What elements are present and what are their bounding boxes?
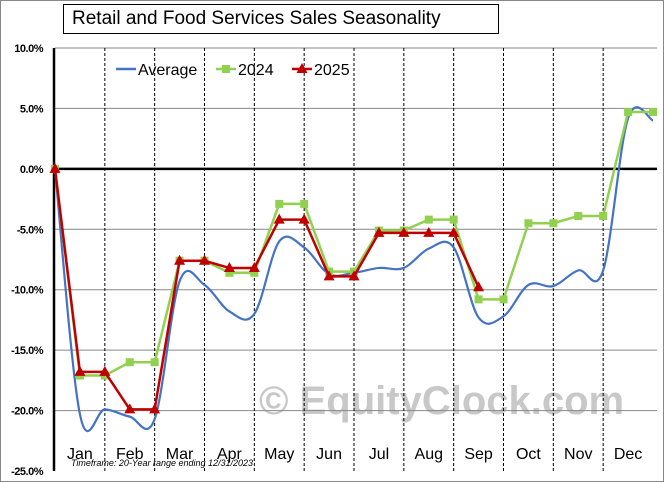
- y-tick-label: -5.0%: [17, 224, 44, 236]
- data-point-2025: [423, 226, 435, 237]
- data-point-2024: [300, 199, 309, 208]
- x-tick-label: Sep: [464, 446, 493, 463]
- footnote: Timeframe: 20-Year range ending 12/31/20…: [71, 458, 253, 468]
- data-point-2025: [223, 261, 235, 272]
- y-tick-label: -25.0%: [11, 466, 44, 478]
- data-point-2025: [398, 226, 410, 237]
- data-point-2024: [549, 219, 558, 228]
- y-tick-label: -15.0%: [11, 345, 44, 357]
- data-point-2025: [298, 213, 310, 224]
- data-point-2025: [448, 226, 460, 237]
- data-point-2025: [199, 254, 210, 265]
- data-point-2024: [649, 108, 657, 117]
- x-tick-label: Mar: [166, 446, 194, 463]
- data-point-2025: [49, 162, 61, 173]
- data-point-2024: [574, 211, 583, 220]
- data-point-2025: [373, 226, 385, 237]
- chart-title: Retail and Food Services Sales Seasonali…: [63, 4, 499, 34]
- data-point-2024: [499, 295, 508, 304]
- data-point-2024: [524, 219, 533, 228]
- data-point-2024: [125, 358, 134, 367]
- data-point-2025: [323, 270, 335, 281]
- x-tick-label: Oct: [516, 446, 541, 463]
- legend-marker: [222, 65, 230, 73]
- data-point-2025: [273, 213, 285, 224]
- legend-label: Average: [138, 62, 197, 79]
- data-point-2025: [99, 365, 111, 376]
- legend-label: 2024: [238, 62, 274, 79]
- x-tick-label: Feb: [116, 446, 144, 463]
- y-tick-label: 0.0%: [20, 164, 44, 176]
- x-tick-label: Nov: [564, 446, 592, 463]
- y-tick-label: 5.0%: [20, 103, 44, 115]
- data-point-2025: [174, 254, 186, 265]
- x-tick-label: Aug: [415, 446, 443, 463]
- x-tick-label: Dec: [614, 446, 642, 463]
- x-tick-label: Jul: [369, 446, 389, 463]
- data-point-2024: [250, 268, 259, 277]
- data-point-2024: [225, 268, 234, 277]
- series-line-2025: [53, 168, 480, 411]
- data-point-2025: [248, 261, 260, 272]
- data-point-2024: [150, 358, 159, 367]
- x-tick-label: Apr: [217, 446, 243, 463]
- data-point-2025: [74, 365, 86, 376]
- data-point-2025: [348, 270, 360, 281]
- legend-marker: [296, 63, 308, 73]
- data-point-2025: [473, 281, 485, 292]
- data-point-2024: [275, 199, 284, 208]
- data-point-2024: [624, 108, 633, 117]
- x-tick-label: Jan: [67, 446, 93, 463]
- y-tick-label: -20.0%: [11, 406, 44, 418]
- legend-label: 2025: [314, 62, 350, 79]
- y-tick-label: -10.0%: [11, 285, 44, 297]
- y-tick-label: 10.0%: [14, 43, 43, 55]
- data-point-2024: [599, 211, 608, 220]
- x-tick-label: Jun: [316, 446, 342, 463]
- data-point-2024: [449, 215, 458, 224]
- x-tick-label: May: [264, 446, 294, 463]
- data-point-2024: [474, 295, 483, 304]
- series-line-average: [53, 106, 654, 433]
- data-point-2024: [424, 215, 433, 224]
- watermark: © EquityClock.com: [259, 379, 624, 423]
- data-point-2025: [149, 403, 161, 414]
- data-point-2025: [124, 403, 136, 414]
